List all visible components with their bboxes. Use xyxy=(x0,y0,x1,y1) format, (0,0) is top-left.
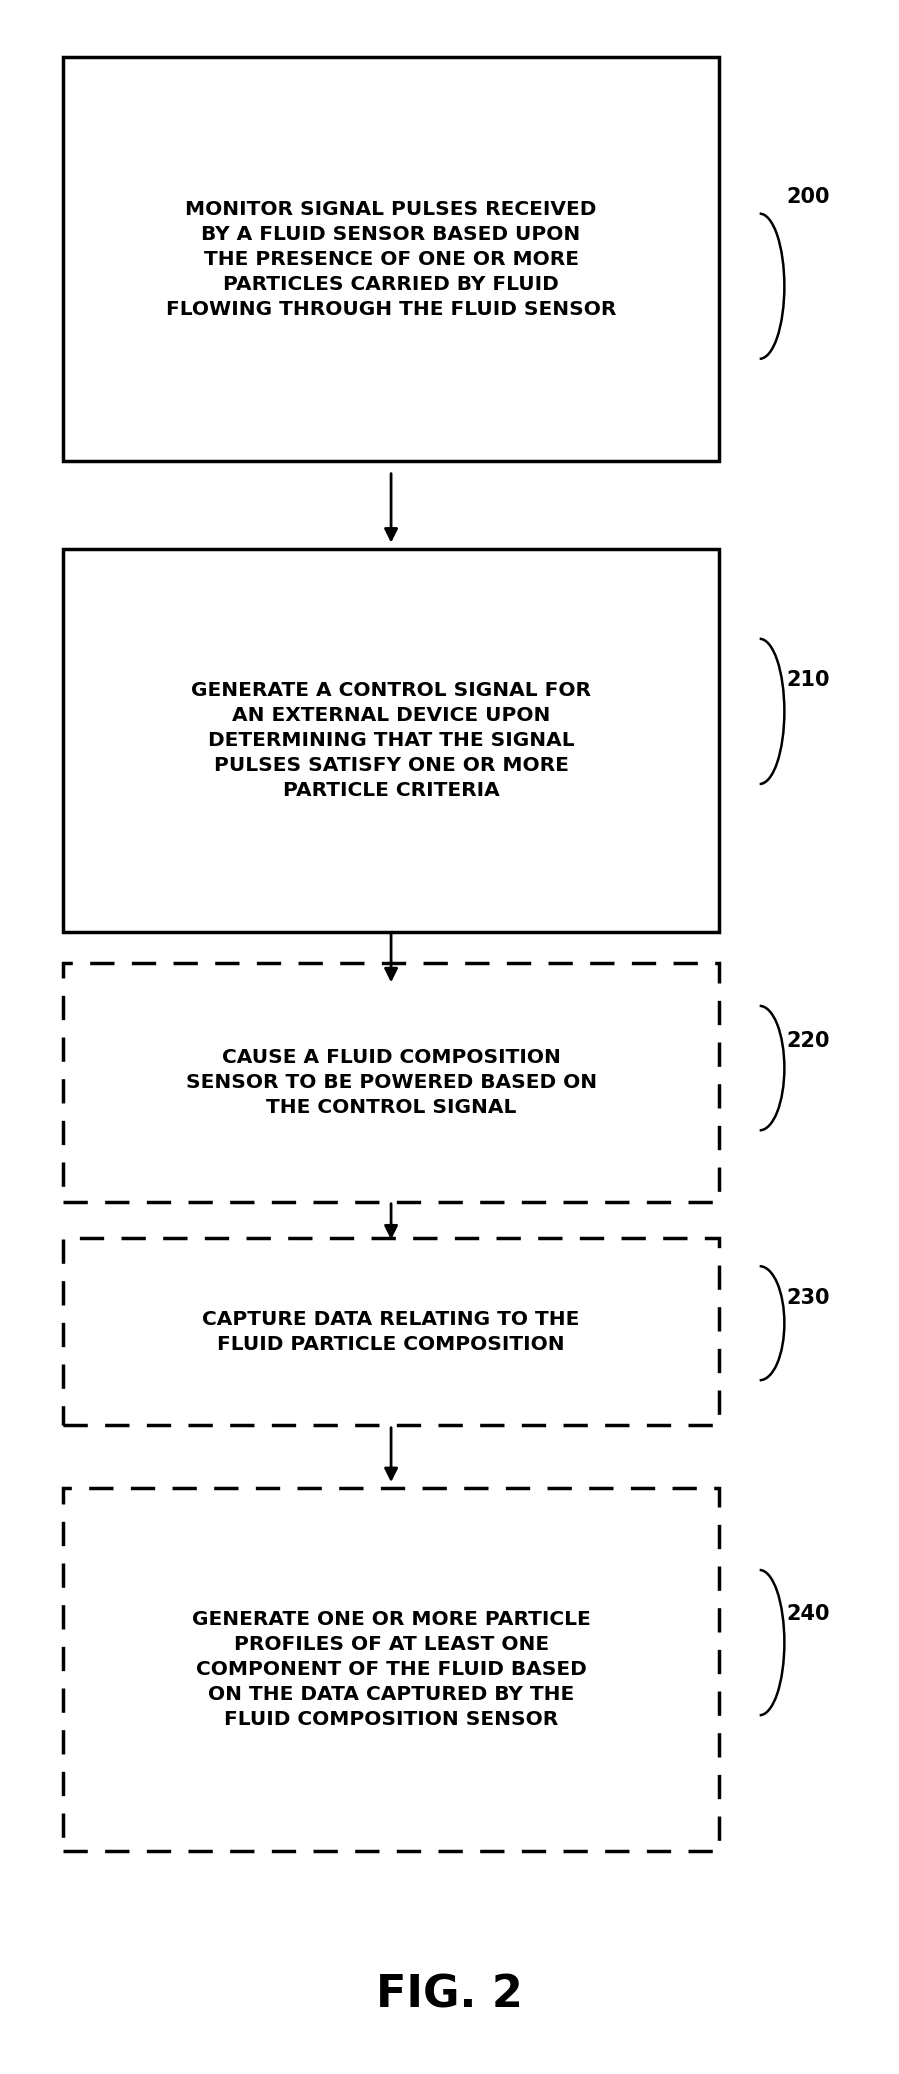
Bar xyxy=(63,1238,719,1425)
Text: MONITOR SIGNAL PULSES RECEIVED
BY A FLUID SENSOR BASED UPON
THE PRESENCE OF ONE : MONITOR SIGNAL PULSES RECEIVED BY A FLUI… xyxy=(166,199,616,319)
Text: GENERATE A CONTROL SIGNAL FOR
AN EXTERNAL DEVICE UPON
DETERMINING THAT THE SIGNA: GENERATE A CONTROL SIGNAL FOR AN EXTERNA… xyxy=(191,680,591,801)
Bar xyxy=(63,1489,719,1850)
Text: 210: 210 xyxy=(787,670,830,691)
Text: 220: 220 xyxy=(787,1031,830,1052)
Text: GENERATE ONE OR MORE PARTICLE
PROFILES OF AT LEAST ONE
COMPONENT OF THE FLUID BA: GENERATE ONE OR MORE PARTICLE PROFILES O… xyxy=(191,1609,591,1730)
Bar xyxy=(63,548,719,931)
Text: CAUSE A FLUID COMPOSITION
SENSOR TO BE POWERED BASED ON
THE CONTROL SIGNAL: CAUSE A FLUID COMPOSITION SENSOR TO BE P… xyxy=(185,1047,597,1118)
Text: 240: 240 xyxy=(787,1603,830,1624)
Bar xyxy=(63,58,719,463)
Text: 200: 200 xyxy=(787,187,830,207)
Text: 230: 230 xyxy=(787,1288,830,1309)
Text: CAPTURE DATA RELATING TO THE
FLUID PARTICLE COMPOSITION: CAPTURE DATA RELATING TO THE FLUID PARTI… xyxy=(202,1309,580,1354)
Text: FIG. 2: FIG. 2 xyxy=(376,1974,523,2016)
Bar xyxy=(63,962,719,1203)
